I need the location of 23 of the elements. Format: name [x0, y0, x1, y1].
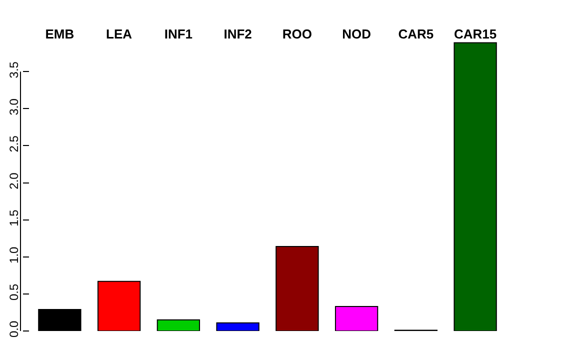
x-tick-label: EMB — [45, 26, 74, 42]
y-tick-label: 1.5 — [7, 209, 22, 226]
bar — [276, 246, 319, 331]
y-tick-label: 2.5 — [7, 135, 22, 152]
bar — [38, 309, 82, 331]
y-tick-label: 0.0 — [7, 320, 22, 338]
y-tick-label: 3.0 — [7, 98, 22, 116]
x-tick-label: INF1 — [164, 26, 193, 42]
bar — [334, 306, 378, 331]
bar — [216, 322, 260, 331]
x-tick-label: CAR15 — [454, 26, 497, 42]
y-tick-label: 0.5 — [7, 283, 22, 300]
y-tick-label: 2.0 — [7, 172, 22, 190]
x-tick-label: CAR5 — [398, 26, 434, 42]
x-tick-label: LEA — [106, 26, 133, 42]
y-tick-label: 3.5 — [7, 61, 22, 78]
bar — [97, 280, 141, 331]
bar — [156, 319, 200, 331]
x-tick-label: NOD — [342, 26, 372, 42]
bar — [454, 42, 497, 331]
y-tick-label: 1.0 — [7, 246, 22, 264]
x-tick-label: INF2 — [224, 26, 252, 42]
x-tick-label: ROO — [282, 26, 312, 42]
